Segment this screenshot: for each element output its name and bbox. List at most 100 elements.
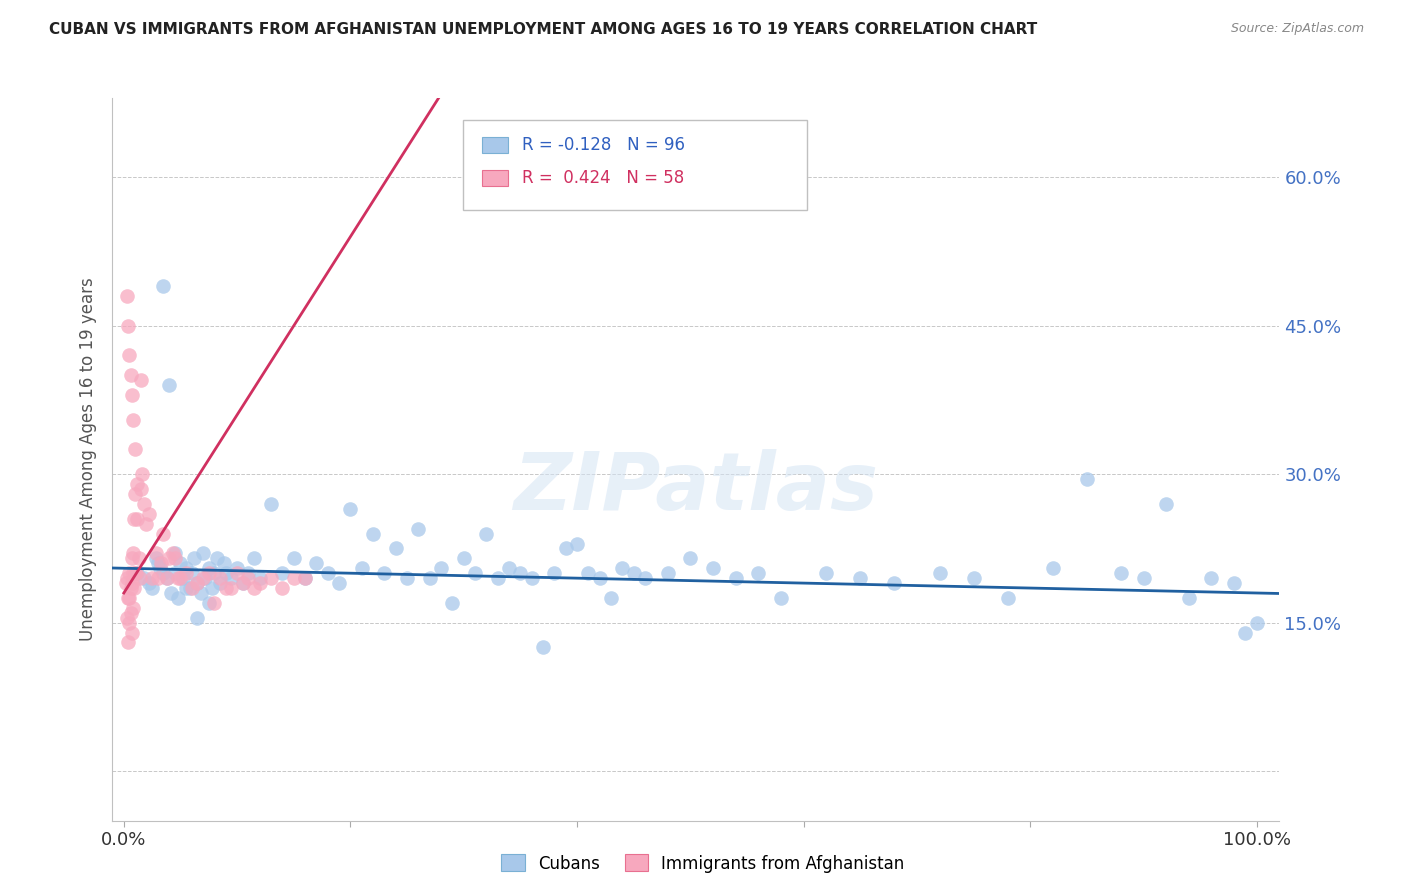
Point <box>204 566 226 581</box>
Point <box>197 561 219 575</box>
Point <box>152 279 174 293</box>
Point <box>127 566 149 581</box>
Point <box>543 566 565 581</box>
Point <box>1132 571 1154 585</box>
Point <box>149 561 172 575</box>
Point <box>209 576 232 591</box>
Point <box>174 561 197 575</box>
Point <box>134 571 156 585</box>
Point <box>600 591 623 605</box>
Point <box>238 571 260 585</box>
Point <box>138 507 160 521</box>
Point <box>204 596 226 610</box>
Point <box>118 348 141 362</box>
Point <box>127 512 149 526</box>
Point <box>205 551 228 566</box>
Point <box>997 591 1019 605</box>
Point <box>167 591 190 605</box>
Point <box>122 413 145 427</box>
Point <box>129 373 152 387</box>
Point <box>475 526 498 541</box>
Point <box>124 566 146 581</box>
Point <box>1234 625 1257 640</box>
Point <box>122 512 145 526</box>
Point <box>305 557 328 571</box>
Point <box>294 571 316 585</box>
Point <box>1042 561 1064 575</box>
Point <box>146 557 169 571</box>
Point <box>174 566 197 581</box>
Point <box>215 566 238 581</box>
Text: CUBAN VS IMMIGRANTS FROM AFGHANISTAN UNEMPLOYMENT AMONG AGES 16 TO 19 YEARS CORR: CUBAN VS IMMIGRANTS FROM AFGHANISTAN UNE… <box>49 22 1038 37</box>
Point <box>121 388 143 402</box>
Point <box>232 576 254 591</box>
Point <box>191 546 214 560</box>
Point <box>190 586 212 600</box>
Point <box>221 581 243 595</box>
Point <box>117 318 139 333</box>
Point <box>339 501 361 516</box>
Point <box>702 561 724 575</box>
Point <box>498 561 520 575</box>
Point <box>769 591 792 605</box>
Point <box>128 571 150 585</box>
Point <box>141 581 163 595</box>
Point <box>271 566 294 581</box>
Point <box>129 482 152 496</box>
Point <box>453 551 475 566</box>
Point <box>169 571 191 585</box>
Point <box>576 566 599 581</box>
Point <box>238 566 260 581</box>
Point <box>163 546 186 560</box>
Point <box>249 576 271 591</box>
Point <box>180 581 202 595</box>
Point <box>589 571 612 585</box>
Point <box>815 566 838 581</box>
Point <box>679 551 702 566</box>
Point <box>118 615 141 630</box>
Point <box>120 581 142 595</box>
Point <box>122 600 145 615</box>
Point <box>531 640 554 655</box>
Point <box>232 576 254 591</box>
Point <box>1109 566 1132 581</box>
Point <box>1201 571 1223 585</box>
Point <box>612 561 634 575</box>
Point <box>120 606 142 620</box>
Point <box>191 571 214 585</box>
Point <box>194 571 217 585</box>
Point <box>145 551 167 566</box>
Point <box>135 516 157 531</box>
Point <box>350 561 373 575</box>
Point <box>117 635 139 649</box>
Point <box>243 581 266 595</box>
Point <box>122 581 145 595</box>
Point <box>121 576 143 591</box>
Point <box>152 526 174 541</box>
Point <box>565 536 588 550</box>
Point <box>724 571 747 585</box>
Point <box>121 625 143 640</box>
Point <box>243 551 266 566</box>
Point <box>1178 591 1201 605</box>
Point <box>1154 497 1177 511</box>
Point <box>157 551 180 566</box>
Y-axis label: Unemployment Among Ages 16 to 19 years: Unemployment Among Ages 16 to 19 years <box>79 277 97 641</box>
Point <box>131 467 153 482</box>
Point <box>212 557 235 571</box>
Point <box>226 566 249 581</box>
Point <box>554 541 576 556</box>
Point <box>127 477 149 491</box>
Point <box>1246 615 1268 630</box>
FancyBboxPatch shape <box>482 169 508 186</box>
Point <box>197 596 219 610</box>
Text: ZIPatlas: ZIPatlas <box>513 450 879 527</box>
Point <box>373 566 395 581</box>
Point <box>163 551 186 566</box>
Point <box>152 566 174 581</box>
Text: Source: ZipAtlas.com: Source: ZipAtlas.com <box>1230 22 1364 36</box>
Point <box>384 541 406 556</box>
Point <box>172 571 194 585</box>
Point <box>396 571 419 585</box>
Point <box>441 596 464 610</box>
